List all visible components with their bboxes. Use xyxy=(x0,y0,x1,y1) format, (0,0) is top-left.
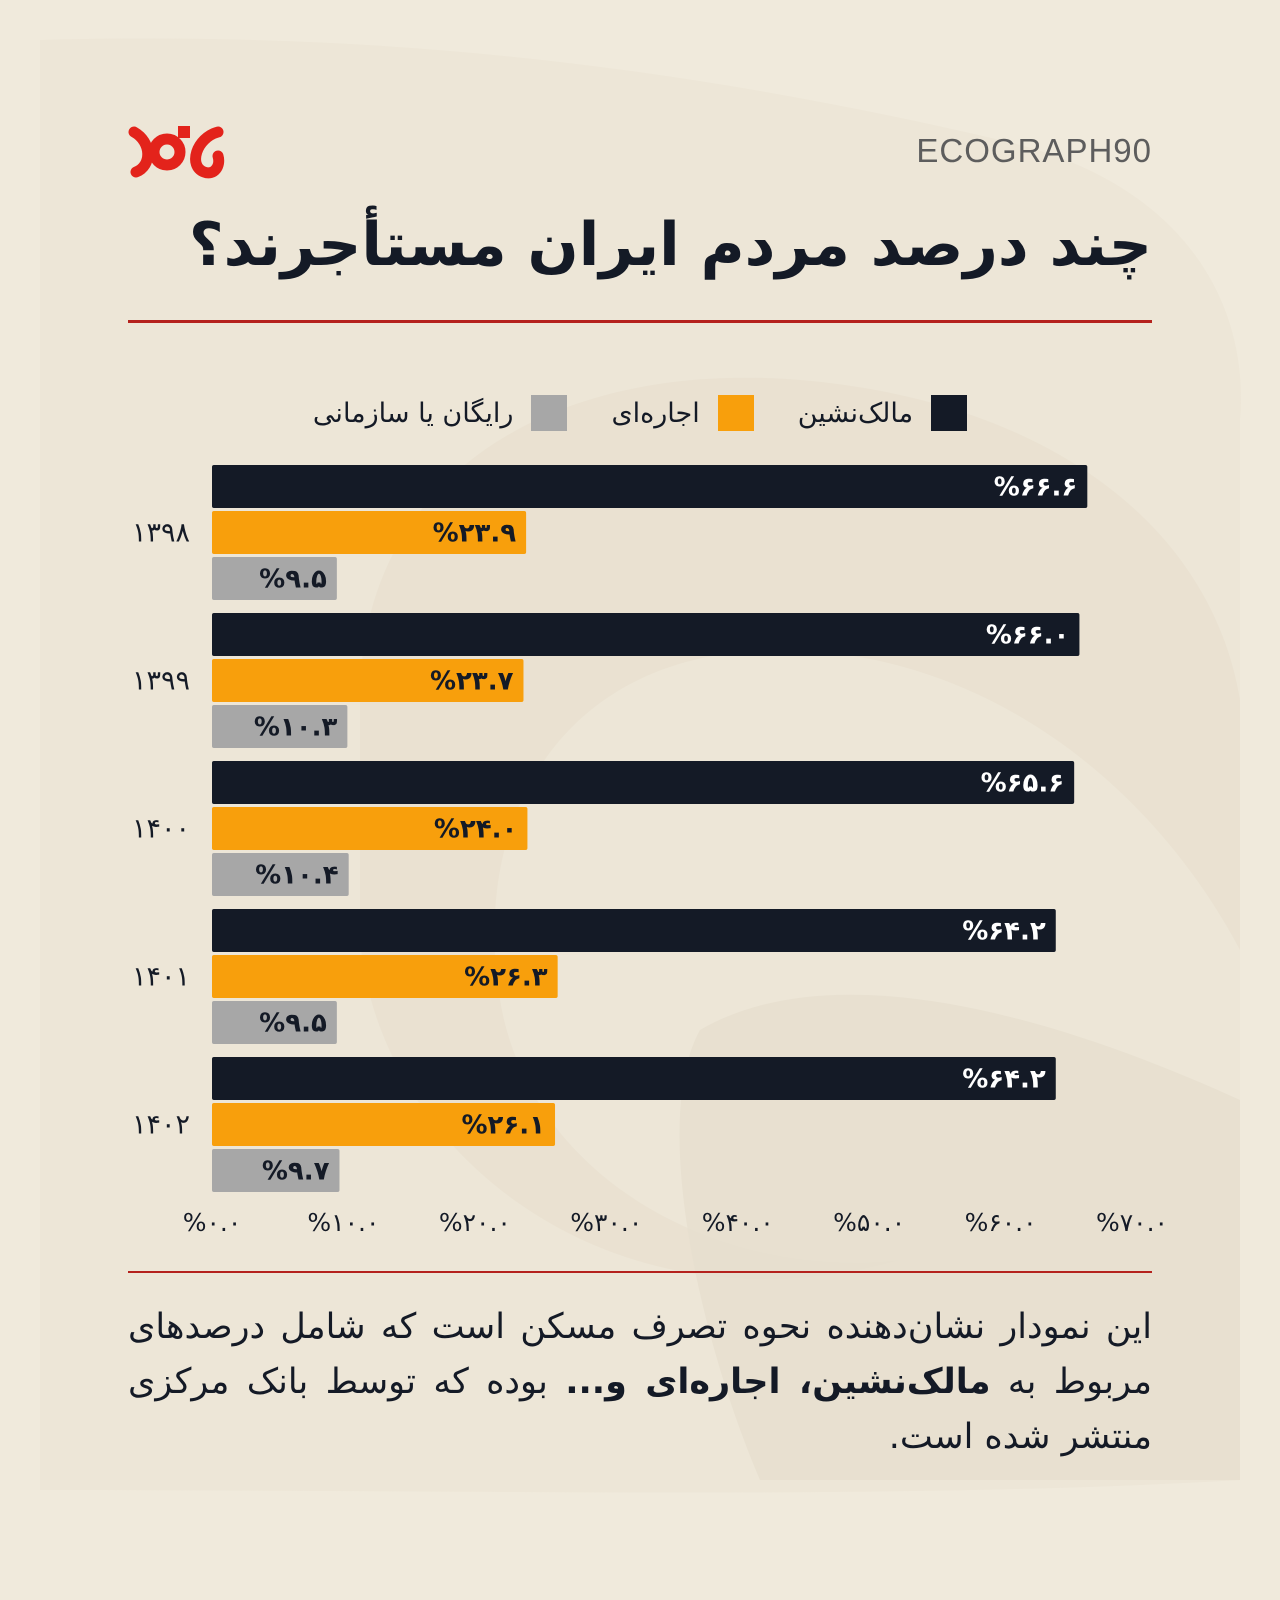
data-label-rental-3: %۲۶.۳ xyxy=(464,963,548,993)
legend-item-rental: اجاره‌ای xyxy=(611,395,754,431)
data-label-free-3: %۹.۵ xyxy=(259,1009,327,1039)
category-label-0: ۱۳۹۸ xyxy=(132,518,190,549)
bar-rental-0 xyxy=(212,511,527,554)
bar-rental-1 xyxy=(212,659,524,702)
bar-owner-3 xyxy=(212,909,1056,952)
data-label-free-0: %۹.۵ xyxy=(259,565,327,595)
page-title: چند درصد مردم ایران مستأجرند؟ xyxy=(188,210,1152,280)
chart-legend: مالک‌نشین اجاره‌ای رایگان یا سازمانی xyxy=(128,392,1152,434)
category-label-2: ۱۴۰۰ xyxy=(132,814,190,845)
chart-caption: این نمودار نشان‌دهنده نحوه تصرف مسکن است… xyxy=(128,1300,1152,1465)
bar-owner-0 xyxy=(212,465,1088,508)
legend-item-owner: مالک‌نشین xyxy=(797,395,968,431)
noud-logo xyxy=(128,126,225,179)
data-label-owner-3: %۶۴.۲ xyxy=(962,917,1046,947)
caption-text-start: این نمودار نشان‌دهنده نحوه تصرف مسکن است… xyxy=(128,1307,1153,1402)
title-divider xyxy=(128,320,1152,323)
category-label-4: ۱۴۰۲ xyxy=(132,1110,190,1141)
caption-bold-text: مالک‌نشین، اجاره‌ای و... xyxy=(565,1362,991,1402)
data-label-free-4: %۹.۷ xyxy=(262,1157,330,1187)
x-tick-label-7: %۷۰.۰ xyxy=(1096,1208,1168,1237)
x-tick-label-1: %۱۰.۰ xyxy=(307,1208,379,1237)
data-label-owner-1: %۶۶.۰ xyxy=(986,621,1070,651)
bar-owner-2 xyxy=(212,761,1075,804)
legend-swatch-free xyxy=(531,395,568,431)
data-label-free-1: %۱۰.۳ xyxy=(254,713,338,743)
data-label-rental-4: %۲۶.۱ xyxy=(461,1111,545,1141)
housing-tenure-bar-chart: %۶۶.۶ %۲۳.۹ %۹.۵ ۱۳۹۸ %۶۶.۰ %۲۳.۷ %۱۰.۳ ۱۳۹۹ %۶۵… xyxy=(132,465,1168,1237)
legend-label-free: رایگان یا سازمانی xyxy=(312,397,514,429)
bar-rental-4 xyxy=(212,1103,556,1146)
legend-label-owner: مالک‌نشین xyxy=(797,397,914,429)
caption-text-end: بوده که توسط بانک مرکزی منتشر شده است. xyxy=(128,1362,1152,1457)
bar-owner-4 xyxy=(212,1057,1056,1100)
legend-swatch-owner xyxy=(931,395,968,431)
x-tick-label-3: %۳۰.۰ xyxy=(570,1208,642,1237)
bar-rental-3 xyxy=(212,955,558,998)
caption-divider xyxy=(128,1271,1152,1273)
x-tick-label-5: %۵۰.۰ xyxy=(833,1208,905,1237)
brand-name: ECOGRAPH90 xyxy=(916,132,1152,169)
x-tick-label-6: %۶۰.۰ xyxy=(965,1208,1037,1237)
legend-swatch-rental xyxy=(717,395,754,431)
data-label-free-2: %۱۰.۴ xyxy=(255,861,339,891)
data-label-rental-2: %۲۴.۰ xyxy=(434,815,518,845)
data-label-owner-0: %۶۶.۶ xyxy=(994,473,1078,503)
data-label-rental-1: %۲۳.۷ xyxy=(430,667,514,697)
bar-rental-2 xyxy=(212,807,528,850)
legend-label-rental: اجاره‌ای xyxy=(611,397,700,429)
category-label-1: ۱۳۹۹ xyxy=(132,666,190,697)
data-label-rental-0: %۲۳.۹ xyxy=(433,519,517,549)
x-tick-label-0: %۰.۰ xyxy=(183,1208,242,1237)
bar-owner-1 xyxy=(212,613,1080,656)
x-tick-label-4: %۴۰.۰ xyxy=(702,1208,774,1237)
bar-free-4 xyxy=(212,1149,340,1192)
category-label-3: ۱۴۰۱ xyxy=(132,962,190,993)
x-tick-label-2: %۲۰.۰ xyxy=(439,1208,511,1237)
bar-free-0 xyxy=(212,557,337,600)
bar-free-3 xyxy=(212,1001,337,1044)
data-label-owner-2: %۶۵.۶ xyxy=(981,769,1065,799)
legend-item-free: رایگان یا سازمانی xyxy=(313,395,568,431)
bar-free-2 xyxy=(212,853,349,896)
bar-free-1 xyxy=(212,705,348,748)
data-label-owner-4: %۶۴.۲ xyxy=(962,1065,1046,1095)
